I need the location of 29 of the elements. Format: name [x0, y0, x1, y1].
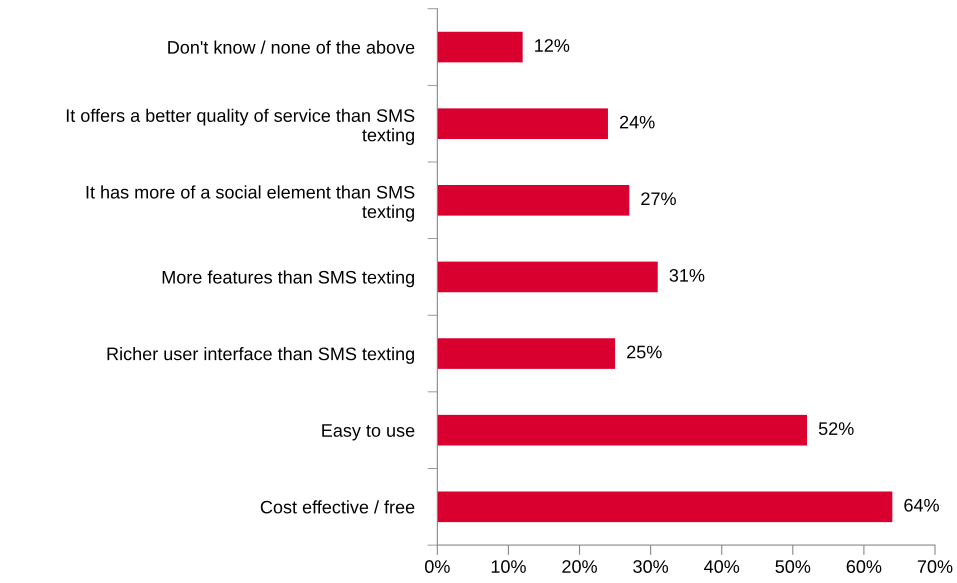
bar: [437, 184, 630, 216]
data-label: 31%: [670, 268, 704, 282]
x-tick-label: 10%: [492, 560, 526, 573]
x-tick-label: 60%: [846, 560, 882, 573]
data-label: 24%: [620, 116, 655, 128]
bar: [437, 338, 616, 369]
x-tick-label: 70%: [918, 560, 952, 573]
bar: [437, 32, 523, 62]
bar: [437, 491, 892, 522]
x-tick-label: 30%: [633, 560, 668, 573]
bar: [437, 262, 658, 292]
x-tick-label: 40%: [704, 560, 740, 573]
y-tick-label: More features than SMS texting: [162, 270, 414, 288]
x-tick-label: 0%: [425, 560, 450, 573]
y-tick-label: Easy to use: [322, 424, 414, 440]
x-tick-label: 20%: [562, 560, 597, 573]
data-label: 52%: [818, 422, 854, 436]
bar: [437, 108, 608, 140]
data-label: 64%: [904, 498, 939, 512]
x-tick-label: 50%: [775, 560, 810, 573]
y-tick-label: Richer user interface than SMS texting: [108, 347, 414, 364]
data-label: 27%: [641, 192, 676, 206]
y-tick-label: It has more of a social element than SMS texting: [86, 185, 414, 222]
y-tick-label: Cost effective / free: [260, 500, 414, 514]
data-label: 12%: [535, 39, 570, 52]
bar: [437, 414, 808, 446]
y-tick-label: It offers a better quality of service than SMS texting: [66, 108, 414, 145]
data-label: 25%: [627, 346, 662, 358]
y-tick-label: Don't know / none of the above: [168, 40, 414, 54]
